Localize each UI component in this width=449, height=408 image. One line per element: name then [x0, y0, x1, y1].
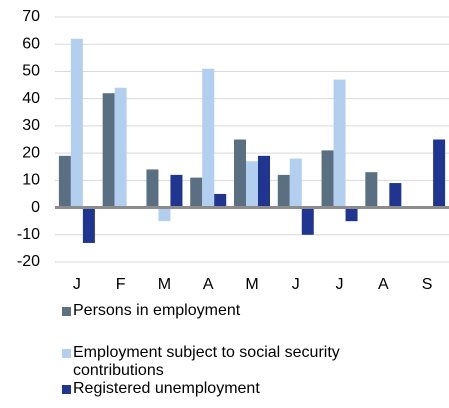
bar — [234, 139, 246, 208]
bar — [102, 93, 115, 208]
y-tick-label: 40 — [22, 90, 40, 107]
bar — [389, 183, 402, 208]
bar — [333, 79, 346, 208]
x-tick-label: F — [116, 276, 126, 293]
x-tick-label: S — [422, 276, 433, 293]
legend-swatch — [62, 385, 71, 394]
bar — [246, 161, 258, 208]
bar — [114, 87, 127, 208]
y-tick-label: 10 — [22, 172, 40, 189]
legend-label: Registered unemployment — [73, 380, 260, 397]
y-tick-label: 0 — [31, 199, 40, 216]
legend: Persons in employment Employment subject … — [62, 302, 382, 398]
legend-swatch — [62, 307, 71, 316]
bar — [58, 155, 71, 208]
bar — [277, 174, 290, 208]
bar — [345, 207, 358, 222]
legend-entry: Persons in employment — [62, 302, 382, 320]
bar — [258, 155, 270, 208]
y-tick-label: 60 — [22, 35, 40, 52]
bar — [433, 139, 446, 208]
bar — [321, 150, 334, 208]
bar — [365, 172, 378, 208]
x-tick-label: M — [158, 276, 171, 293]
chart: -20 -10 0 10 20 30 40 50 60 70 J F M A M J J A S — [17, 8, 449, 293]
legend-swatch — [62, 349, 71, 358]
x-tick-label: A — [203, 276, 214, 293]
x-tick-label: J — [336, 276, 344, 293]
x-tick-label: M — [245, 276, 258, 293]
x-tick-label: J — [73, 276, 81, 293]
legend-label: Employment subject to social security co… — [73, 344, 340, 379]
legend-entry: Registered unemployment — [62, 380, 382, 398]
bar — [190, 177, 203, 208]
legend-label: Persons in employment — [73, 302, 241, 319]
bar — [158, 207, 171, 222]
legend-entry: Employment subject to social security co… — [62, 344, 382, 380]
x-tick-label: J — [292, 276, 300, 293]
y-tick-label: 50 — [22, 63, 40, 80]
y-tick-label: 30 — [22, 117, 40, 134]
bar — [146, 169, 159, 208]
bar — [82, 207, 95, 243]
bar — [214, 193, 227, 208]
y-tick-label: -20 — [17, 253, 40, 270]
bar — [301, 207, 314, 235]
y-tick-label: 20 — [22, 144, 40, 161]
bar — [289, 158, 302, 208]
y-tick-label: -10 — [17, 226, 40, 243]
bar — [70, 38, 83, 208]
y-tick-label: 70 — [22, 8, 40, 25]
bar — [170, 174, 183, 208]
x-tick-label: A — [378, 276, 389, 293]
bar — [202, 68, 215, 208]
